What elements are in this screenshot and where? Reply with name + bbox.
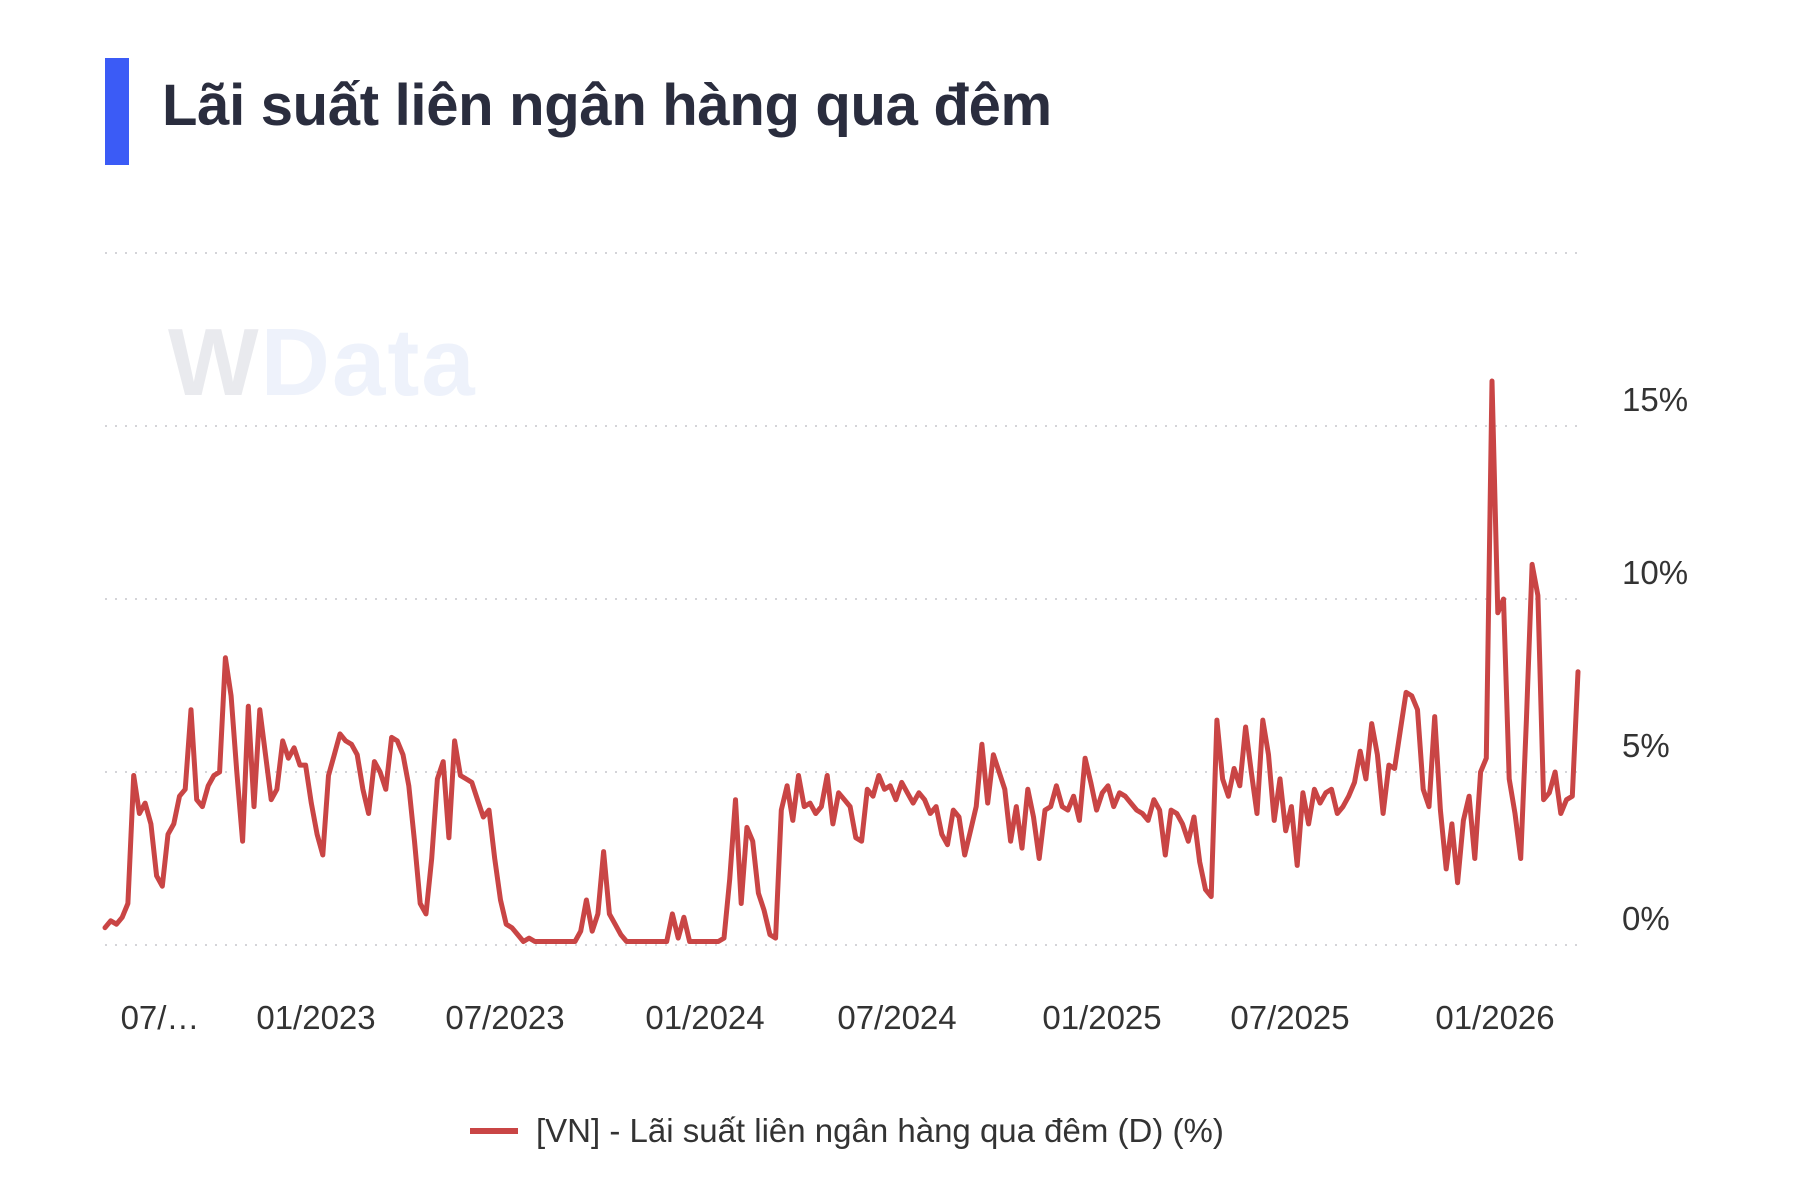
x-tick-label: 01/2025 bbox=[1042, 999, 1162, 1036]
x-tick-label: 07/2024 bbox=[837, 999, 957, 1036]
x-tick-label: 01/2024 bbox=[645, 999, 765, 1036]
x-tick-label: 01/2023 bbox=[256, 999, 376, 1036]
watermark-w: W bbox=[168, 309, 261, 416]
y-tick-label: 10% bbox=[1622, 554, 1689, 591]
watermark-logo: WData bbox=[168, 308, 477, 418]
page-title: Lãi suất liên ngân hàng qua đêm bbox=[162, 73, 1052, 138]
watermark-data: Data bbox=[260, 309, 477, 416]
legend[interactable]: [VN] - Lãi suất liên ngân hàng qua đêm (… bbox=[470, 1112, 1224, 1150]
series-line[interactable] bbox=[102, 378, 1581, 944]
y-tick-label: 5% bbox=[1622, 727, 1670, 764]
x-tick-label: 07/2023 bbox=[445, 999, 565, 1036]
x-tick-label: 07/2025 bbox=[1230, 999, 1350, 1036]
title-accent-bar bbox=[105, 58, 129, 165]
x-tick-label: 07/… bbox=[120, 999, 200, 1036]
x-tick-label: 01/2026 bbox=[1435, 999, 1555, 1036]
legend-swatch bbox=[470, 1128, 518, 1134]
legend-label: [VN] - Lãi suất liên ngân hàng qua đêm (… bbox=[536, 1112, 1224, 1149]
y-tick-label: 15% bbox=[1622, 381, 1689, 418]
y-tick-label: 0% bbox=[1622, 900, 1670, 937]
